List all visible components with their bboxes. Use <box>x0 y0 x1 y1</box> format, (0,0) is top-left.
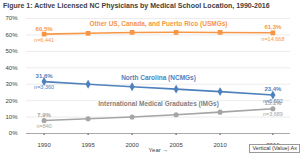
svg-text:n=14,668: n=14,668 <box>261 36 284 42</box>
svg-text:7.9%: 7.9% <box>37 112 51 118</box>
svg-text:0%: 0% <box>9 130 18 136</box>
svg-text:2005: 2005 <box>169 142 183 148</box>
svg-text:North Carolina (NCMGs): North Carolina (NCMGs) <box>121 74 196 82</box>
svg-text:n=3,360: n=3,360 <box>34 84 54 90</box>
svg-text:2010: 2010 <box>213 142 227 148</box>
svg-text:1990: 1990 <box>37 142 51 148</box>
svg-text:International Medical Graduate: International Medical Graduates (IMGs) <box>98 100 219 108</box>
svg-text:2000: 2000 <box>125 142 139 148</box>
svg-text:60%: 60% <box>5 32 18 38</box>
svg-text:61.3%: 61.3% <box>264 24 282 30</box>
svg-text:15.1%: 15.1% <box>264 100 282 106</box>
svg-text:31.6%: 31.6% <box>36 73 54 79</box>
svg-text:70%: 70% <box>5 15 18 21</box>
svg-text:Other US, Canada, and Puerto R: Other US, Canada, and Puerto Rico (USMGs… <box>90 20 228 28</box>
svg-text:1995: 1995 <box>81 142 95 148</box>
svg-text:50%: 50% <box>5 48 18 54</box>
svg-text:40%: 40% <box>5 65 18 71</box>
svg-text:60.5%: 60.5% <box>36 26 54 32</box>
svg-text:Year →: Year → <box>149 147 169 153</box>
html-text:Figure 1: Active Licensed NC P: Figure 1: Active Licensed NC Physicians … <box>3 2 270 9</box>
svg-text:n=6,441: n=6,441 <box>34 37 54 43</box>
html-text:Vertical (Value) Ax: Vertical (Value) Ax <box>252 145 297 151</box>
svg-text:23.4%: 23.4% <box>264 86 282 92</box>
svg-text:n=840: n=840 <box>36 123 51 129</box>
svg-text:n=3,689: n=3,689 <box>263 111 283 117</box>
svg-text:20%: 20% <box>5 98 18 104</box>
svg-text:10%: 10% <box>5 114 18 120</box>
svg-text:30%: 30% <box>5 81 18 87</box>
